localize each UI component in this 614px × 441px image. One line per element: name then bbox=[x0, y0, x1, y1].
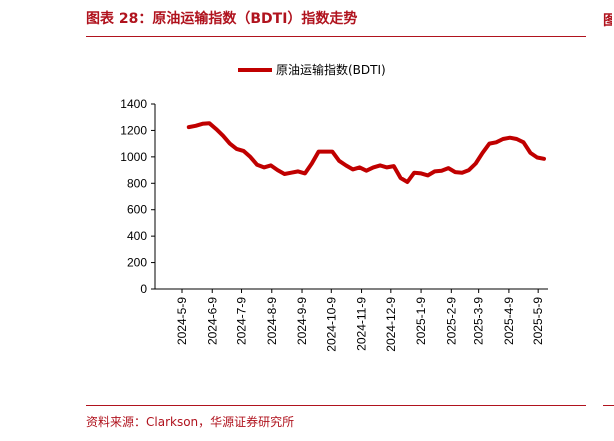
y-tick-label: 400 bbox=[127, 229, 147, 243]
x-tick-label: 2024-12-9 bbox=[384, 297, 398, 352]
y-tick-label: 0 bbox=[140, 282, 147, 296]
footer-divider bbox=[86, 405, 586, 406]
x-tick-label: 2024-7-9 bbox=[235, 297, 249, 345]
x-tick-label: 2024-8-9 bbox=[265, 297, 279, 345]
x-tick-label: 2025-3-9 bbox=[472, 297, 486, 345]
source-note: 资料来源：Clarkson，华源证券研究所 bbox=[86, 415, 295, 429]
x-tick-label: 2024-10-9 bbox=[324, 297, 338, 352]
y-tick-label: 200 bbox=[127, 256, 147, 270]
y-tick-label: 600 bbox=[127, 203, 147, 217]
y-tick-label: 1400 bbox=[120, 97, 147, 111]
x-tick-label: 2024-9-9 bbox=[295, 297, 309, 345]
next-figure-footer-divider bbox=[603, 405, 614, 406]
chart-axes bbox=[154, 104, 548, 290]
chart-ticks: 0 200 400 600 800 1000 1200 1400 2024-5-9 2024-6-… bbox=[120, 97, 545, 352]
legend-label: 原油运输指数(BDTI) bbox=[276, 62, 386, 77]
chart-legend: 原油运输指数(BDTI) bbox=[238, 62, 386, 77]
y-tick-label: 800 bbox=[127, 176, 147, 190]
x-tick-label: 2025-2-9 bbox=[444, 297, 458, 345]
next-figure-title-fragment: 图 bbox=[603, 13, 612, 28]
x-tick-label: 2025-1-9 bbox=[414, 297, 428, 345]
y-tick-label: 1200 bbox=[120, 123, 147, 137]
x-tick-label: 2024-5-9 bbox=[175, 297, 189, 345]
x-tick-label: 2024-6-9 bbox=[205, 297, 219, 345]
series-line-bdti bbox=[186, 121, 546, 184]
figure-title: 图表 28：原油运输指数（BDTI）指数走势 bbox=[86, 11, 358, 27]
y-tick-label: 1000 bbox=[120, 150, 147, 164]
x-tick-label: 2024-11-9 bbox=[355, 297, 369, 351]
x-tick-label: 2025-4-9 bbox=[502, 297, 516, 345]
x-tick-label: 2025-5-9 bbox=[531, 297, 545, 345]
title-divider bbox=[86, 36, 586, 37]
